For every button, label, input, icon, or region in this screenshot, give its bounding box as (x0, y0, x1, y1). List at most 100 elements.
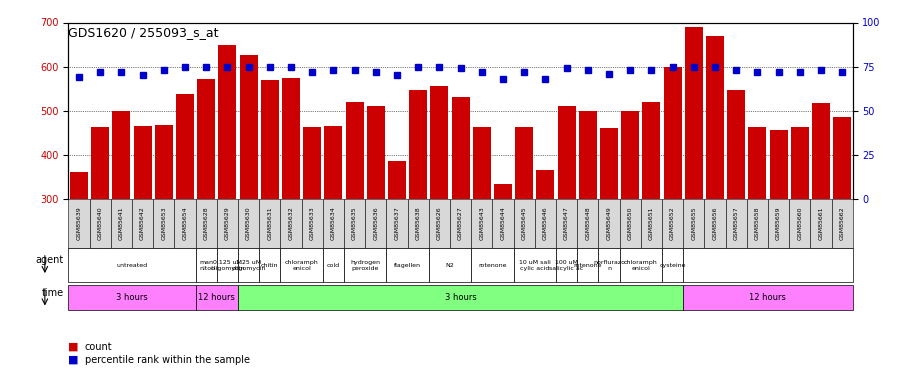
Text: untreated: untreated (117, 263, 148, 268)
Text: ■: ■ (68, 355, 79, 365)
FancyBboxPatch shape (407, 199, 428, 248)
FancyBboxPatch shape (703, 199, 725, 248)
FancyBboxPatch shape (238, 285, 682, 310)
FancyBboxPatch shape (831, 199, 852, 248)
FancyBboxPatch shape (682, 199, 703, 248)
FancyBboxPatch shape (577, 199, 598, 248)
FancyBboxPatch shape (386, 248, 428, 282)
Text: N2: N2 (445, 263, 454, 268)
Text: 3 hours: 3 hours (445, 292, 476, 302)
Bar (387, 161, 405, 331)
Text: GSM85652: GSM85652 (670, 206, 674, 240)
Text: 0.125 uM
oligomycin: 0.125 uM oligomycin (210, 260, 244, 271)
FancyBboxPatch shape (195, 248, 217, 282)
Text: cold: cold (326, 263, 340, 268)
Bar (811, 103, 829, 331)
Text: rotenone: rotenone (573, 263, 601, 268)
Text: 10 uM sali
cylic acid: 10 uM sali cylic acid (518, 260, 550, 271)
FancyBboxPatch shape (619, 199, 640, 248)
Bar (494, 184, 511, 331)
FancyBboxPatch shape (661, 199, 682, 248)
FancyBboxPatch shape (428, 199, 449, 248)
FancyBboxPatch shape (640, 199, 661, 248)
Bar (620, 111, 639, 331)
Bar (366, 106, 384, 331)
FancyBboxPatch shape (110, 199, 132, 248)
Text: GSM85659: GSM85659 (775, 206, 780, 240)
Text: 12 hours: 12 hours (749, 292, 785, 302)
Bar (641, 102, 660, 331)
FancyBboxPatch shape (471, 248, 513, 282)
Text: GSM85649: GSM85649 (606, 206, 610, 240)
FancyBboxPatch shape (153, 199, 174, 248)
Text: GSM85634: GSM85634 (331, 206, 335, 240)
Bar (430, 86, 448, 331)
Text: GSM85632: GSM85632 (288, 206, 293, 240)
Text: norflurazo
n: norflurazo n (592, 260, 624, 271)
FancyBboxPatch shape (449, 199, 471, 248)
Bar (324, 126, 342, 331)
Text: cysteine: cysteine (659, 263, 685, 268)
FancyBboxPatch shape (238, 248, 259, 282)
FancyBboxPatch shape (217, 199, 238, 248)
Bar (261, 80, 279, 331)
Text: GSM85633: GSM85633 (310, 206, 314, 240)
Bar (451, 98, 469, 331)
Text: 100 uM
salicylic ac: 100 uM salicylic ac (548, 260, 583, 271)
Text: GSM85655: GSM85655 (691, 206, 695, 240)
Bar (515, 127, 533, 331)
Text: GSM85630: GSM85630 (246, 206, 251, 240)
FancyBboxPatch shape (513, 248, 556, 282)
FancyBboxPatch shape (746, 199, 767, 248)
Text: GSM85645: GSM85645 (521, 206, 526, 240)
Text: GSM85642: GSM85642 (140, 206, 145, 240)
Text: time: time (42, 288, 64, 298)
Text: GSM85636: GSM85636 (373, 206, 378, 240)
Bar (536, 170, 554, 331)
Bar (769, 130, 787, 331)
Text: GSM85647: GSM85647 (563, 206, 568, 240)
FancyBboxPatch shape (302, 199, 322, 248)
FancyBboxPatch shape (577, 248, 598, 282)
Bar (345, 102, 363, 331)
Bar (790, 128, 808, 331)
Text: chitin: chitin (261, 263, 278, 268)
Bar (578, 111, 596, 331)
FancyBboxPatch shape (195, 199, 217, 248)
Text: ■: ■ (68, 342, 79, 352)
Text: GSM85626: GSM85626 (436, 206, 441, 240)
FancyBboxPatch shape (322, 199, 343, 248)
FancyBboxPatch shape (238, 199, 259, 248)
Text: GDS1620 / 255093_s_at: GDS1620 / 255093_s_at (68, 26, 219, 39)
Text: count: count (85, 342, 112, 352)
FancyBboxPatch shape (534, 199, 556, 248)
FancyBboxPatch shape (619, 248, 661, 282)
Text: GSM85638: GSM85638 (415, 206, 420, 240)
Bar (663, 67, 681, 331)
Bar (70, 172, 88, 331)
FancyBboxPatch shape (598, 199, 619, 248)
Bar (599, 128, 618, 331)
Text: GSM85639: GSM85639 (77, 206, 81, 240)
Bar (557, 106, 575, 331)
Text: GSM85631: GSM85631 (267, 206, 272, 240)
Text: GSM85661: GSM85661 (817, 206, 823, 240)
Bar (409, 90, 426, 331)
Bar (472, 128, 490, 331)
Bar (133, 126, 151, 331)
Text: GSM85651: GSM85651 (648, 206, 653, 240)
FancyBboxPatch shape (788, 199, 810, 248)
Text: GSM85627: GSM85627 (457, 206, 463, 240)
FancyBboxPatch shape (322, 248, 343, 282)
Text: GSM85641: GSM85641 (118, 206, 124, 240)
FancyBboxPatch shape (343, 248, 386, 282)
Bar (684, 27, 702, 331)
Text: GSM85657: GSM85657 (732, 206, 738, 240)
FancyBboxPatch shape (725, 199, 746, 248)
FancyBboxPatch shape (598, 248, 619, 282)
FancyBboxPatch shape (195, 285, 238, 310)
Bar (240, 55, 257, 331)
FancyBboxPatch shape (492, 199, 513, 248)
Text: 1.25 uM
oligomycin: 1.25 uM oligomycin (231, 260, 265, 271)
FancyBboxPatch shape (810, 199, 831, 248)
